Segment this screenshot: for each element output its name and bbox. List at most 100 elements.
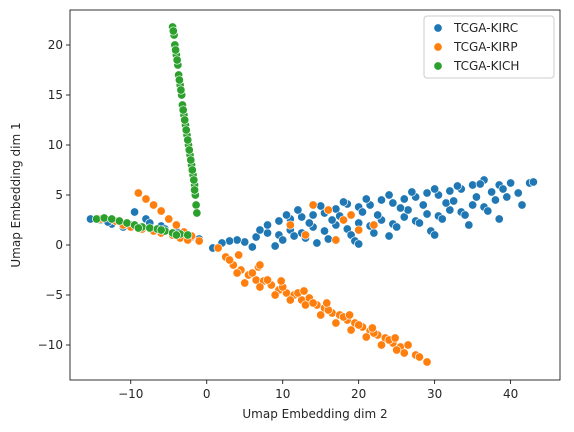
data-point-series-0 bbox=[445, 186, 455, 196]
data-point-series-2 bbox=[171, 230, 181, 240]
data-point-series-0 bbox=[407, 187, 417, 197]
data-point-series-1 bbox=[171, 220, 181, 230]
data-point-series-1 bbox=[399, 348, 409, 358]
data-point-series-2 bbox=[156, 225, 166, 235]
data-point-series-2 bbox=[180, 115, 190, 125]
data-point-series-0 bbox=[502, 192, 512, 202]
data-point-series-0 bbox=[376, 195, 387, 205]
data-point-series-0 bbox=[255, 225, 265, 235]
data-point-series-0 bbox=[270, 241, 280, 251]
data-point-series-0 bbox=[494, 214, 504, 224]
data-point-series-1 bbox=[367, 323, 377, 333]
x-tick-label: 10 bbox=[275, 387, 290, 401]
data-point-series-2 bbox=[107, 214, 117, 224]
data-point-series-0 bbox=[224, 236, 235, 246]
data-point-series-1 bbox=[403, 340, 413, 350]
data-point-series-1 bbox=[346, 325, 356, 335]
data-point-series-0 bbox=[274, 216, 284, 226]
data-point-series-1 bbox=[414, 352, 425, 362]
data-point-series-0 bbox=[308, 210, 318, 220]
data-point-series-0 bbox=[369, 228, 379, 238]
data-point-series-2 bbox=[191, 200, 201, 210]
data-point-series-0 bbox=[517, 200, 527, 210]
data-point-series-2 bbox=[192, 208, 202, 218]
data-point-series-0 bbox=[392, 222, 402, 232]
data-point-series-0 bbox=[293, 205, 303, 215]
y-tick-label: 15 bbox=[48, 88, 63, 102]
data-point-series-0 bbox=[312, 238, 322, 248]
data-point-series-0 bbox=[464, 220, 474, 230]
y-tick-label: 0 bbox=[55, 238, 63, 252]
data-point-series-0 bbox=[304, 218, 314, 228]
data-point-series-0 bbox=[498, 184, 508, 194]
data-point-series-0 bbox=[338, 197, 349, 207]
data-point-series-2 bbox=[133, 223, 143, 233]
data-point-series-0 bbox=[528, 177, 538, 187]
data-point-series-2 bbox=[183, 230, 193, 240]
y-tick-label: 10 bbox=[48, 138, 63, 152]
data-point-series-1 bbox=[156, 206, 166, 216]
data-point-series-1 bbox=[247, 268, 257, 278]
data-point-series-1 bbox=[422, 357, 432, 367]
data-point-series-1 bbox=[224, 255, 235, 265]
data-point-series-0 bbox=[418, 200, 428, 210]
data-point-series-0 bbox=[384, 231, 394, 241]
data-point-series-1 bbox=[141, 194, 151, 204]
data-point-series-2 bbox=[92, 214, 102, 224]
data-point-series-0 bbox=[437, 214, 447, 224]
data-point-series-0 bbox=[316, 201, 326, 211]
data-point-series-1 bbox=[308, 200, 318, 210]
data-point-series-1 bbox=[316, 310, 326, 320]
data-point-series-0 bbox=[449, 196, 459, 206]
data-point-series-1 bbox=[133, 188, 143, 198]
data-point-series-0 bbox=[483, 206, 493, 216]
y-tick-label: 20 bbox=[48, 38, 63, 52]
y-tick-label: 5 bbox=[55, 188, 63, 202]
legend-marker bbox=[433, 23, 443, 33]
x-axis-ticks: −10 0 10 20 30 40 bbox=[118, 380, 518, 401]
data-point-series-0 bbox=[262, 228, 273, 238]
data-point-series-0 bbox=[460, 210, 470, 220]
data-point-series-1 bbox=[255, 260, 265, 270]
data-point-series-0 bbox=[130, 207, 140, 217]
legend-label: TCGA-KICH bbox=[453, 59, 519, 73]
data-point-series-0 bbox=[323, 234, 333, 244]
x-tick-label: 20 bbox=[351, 387, 366, 401]
data-point-series-1 bbox=[285, 220, 295, 230]
data-point-series-0 bbox=[506, 178, 516, 188]
data-point-series-2 bbox=[122, 218, 132, 228]
data-point-series-1 bbox=[354, 225, 364, 235]
data-point-series-2 bbox=[181, 125, 191, 135]
data-point-series-2 bbox=[174, 75, 184, 85]
data-point-series-2 bbox=[178, 105, 188, 115]
data-point-series-0 bbox=[247, 242, 257, 252]
data-point-series-2 bbox=[189, 175, 199, 185]
data-point-series-2 bbox=[168, 26, 178, 36]
data-point-series-0 bbox=[395, 203, 406, 213]
data-point-series-1 bbox=[392, 345, 402, 355]
data-point-series-0 bbox=[513, 188, 523, 198]
data-point-series-0 bbox=[399, 212, 409, 222]
data-point-series-2 bbox=[176, 85, 186, 95]
data-point-series-2 bbox=[99, 213, 109, 223]
data-point-series-2 bbox=[171, 45, 181, 55]
data-point-series-1 bbox=[331, 235, 341, 245]
data-point-series-0 bbox=[281, 210, 292, 220]
data-point-series-2 bbox=[114, 216, 124, 226]
data-point-series-0 bbox=[357, 207, 368, 217]
data-point-series-1 bbox=[270, 290, 280, 300]
data-point-series-2 bbox=[172, 55, 182, 65]
data-point-series-0 bbox=[361, 194, 371, 204]
legend-marker bbox=[433, 42, 443, 52]
data-point-series-0 bbox=[262, 220, 273, 230]
data-point-series-0 bbox=[240, 237, 250, 247]
data-point-series-0 bbox=[422, 209, 432, 219]
data-point-series-0 bbox=[373, 210, 383, 220]
x-tick-label: 40 bbox=[503, 387, 518, 401]
data-point-series-1 bbox=[299, 286, 309, 296]
data-point-series-1 bbox=[213, 243, 223, 253]
data-point-series-0 bbox=[430, 184, 440, 194]
data-point-series-1 bbox=[322, 298, 332, 308]
legend-marker bbox=[433, 61, 443, 71]
